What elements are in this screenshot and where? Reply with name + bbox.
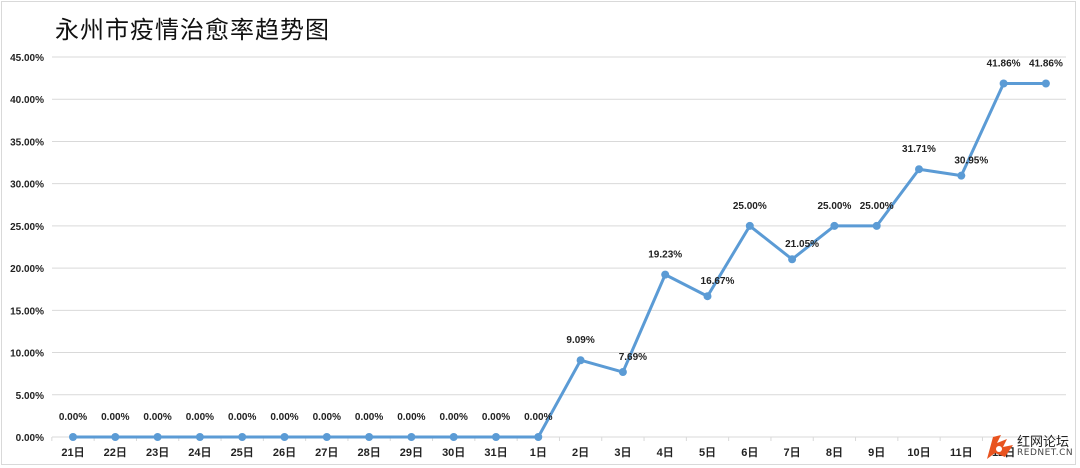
x-tick-label: 28日 xyxy=(357,446,380,459)
data-point xyxy=(872,221,881,230)
series-line xyxy=(69,79,1050,441)
data-point xyxy=(534,433,543,441)
data-label: 30.95% xyxy=(954,156,988,167)
data-point xyxy=(449,433,458,441)
x-tick-label: 11日 xyxy=(950,446,973,459)
x-tick-label: 29日 xyxy=(400,446,423,459)
x-tick-label: 9日 xyxy=(868,446,885,459)
data-label: 0.00% xyxy=(313,412,341,423)
data-point xyxy=(365,433,374,441)
x-tick-label: 3日 xyxy=(614,446,631,459)
gridlines xyxy=(52,56,1066,438)
chart-title: 永州市疫情治愈率趋势图 xyxy=(55,16,330,44)
data-label: 25.00% xyxy=(860,201,894,212)
data-label: 0.00% xyxy=(143,412,171,423)
data-label: 16.67% xyxy=(701,276,735,287)
data-point xyxy=(1041,79,1050,88)
y-axis: 0.00% 5.00% 10.00% 15.00% 20.00% 25.00% 30.00%… xyxy=(10,53,44,444)
x-tick-label: 30日 xyxy=(442,446,465,459)
y-tick-label: 15.00% xyxy=(10,306,44,317)
data-point xyxy=(576,356,585,365)
watermark-en: REDNET.CN xyxy=(1017,448,1074,458)
y-tick-label: 40.00% xyxy=(10,95,44,106)
y-tick-label: 10.00% xyxy=(10,349,44,360)
data-point xyxy=(322,433,331,441)
x-tick-label: 8日 xyxy=(826,446,843,459)
data-point xyxy=(661,270,670,279)
data-point xyxy=(745,221,754,230)
data-label: 0.00% xyxy=(186,412,214,423)
data-point xyxy=(238,433,247,441)
data-point xyxy=(618,368,627,377)
data-label: 41.86% xyxy=(987,59,1021,70)
data-point xyxy=(111,433,120,441)
data-label: 0.00% xyxy=(524,412,552,423)
x-tick-label: 1日 xyxy=(530,446,547,459)
data-label: 19.23% xyxy=(648,250,682,261)
data-point xyxy=(788,255,797,264)
y-tick-label: 0.00% xyxy=(16,433,44,444)
data-label: 0.00% xyxy=(482,412,510,423)
watermark-cn: 红网论坛 xyxy=(1017,435,1070,450)
x-tick-label: 31日 xyxy=(484,446,507,459)
data-point xyxy=(830,221,839,230)
data-point xyxy=(915,165,923,174)
data-label: 25.00% xyxy=(817,201,851,212)
data-label: 0.00% xyxy=(355,412,383,423)
x-axis: 21日 22日 23日 24日 25日 26日 27日 28日 29日 30日 31日 1日 2日 3日 4… xyxy=(51,437,1068,459)
data-label: 0.00% xyxy=(101,412,129,423)
y-tick-label: 30.00% xyxy=(10,180,44,191)
x-tick-label: 10日 xyxy=(907,446,930,459)
data-point xyxy=(999,79,1008,88)
data-label: 31.71% xyxy=(902,144,936,155)
data-point xyxy=(153,433,162,441)
x-tick-label: 7日 xyxy=(784,446,801,459)
x-tick-label: 22日 xyxy=(104,446,127,459)
rednet-watermark: 红网论坛 REDNET.CN xyxy=(985,430,1077,464)
x-tick-label: 27日 xyxy=(315,446,338,459)
x-tick-label: 6日 xyxy=(741,446,758,459)
data-point xyxy=(69,433,77,441)
data-label: 21.05% xyxy=(785,239,819,250)
data-point xyxy=(195,433,204,441)
y-tick-label: 20.00% xyxy=(10,264,44,275)
data-label: 25.00% xyxy=(733,201,767,212)
data-label: 0.00% xyxy=(59,412,87,423)
data-point xyxy=(957,171,966,180)
data-point xyxy=(407,433,416,441)
x-tick-label: 21日 xyxy=(61,446,84,459)
x-tick-label: 5日 xyxy=(699,446,716,459)
x-tick-label: 4日 xyxy=(657,446,674,459)
data-label: 0.00% xyxy=(440,412,468,423)
data-point xyxy=(703,292,712,301)
data-labels: 0.00% 0.00% 0.00% 0.00% 0.00% 0.00% 0.00% 0.00%… xyxy=(59,59,1063,423)
data-point xyxy=(492,433,500,441)
series-path xyxy=(73,82,1046,439)
y-tick-label: 35.00% xyxy=(10,137,44,148)
rednet-logo-icon xyxy=(985,433,1015,461)
data-label: 41.86% xyxy=(1029,59,1063,70)
x-tick-label: 25日 xyxy=(231,446,254,459)
data-label: 9.09% xyxy=(566,335,594,346)
x-tick-label: 24日 xyxy=(188,446,211,459)
data-label: 7.69% xyxy=(619,352,647,363)
x-tick-label: 23日 xyxy=(146,446,169,459)
y-tick-label: 5.00% xyxy=(16,391,44,402)
data-label: 0.00% xyxy=(397,412,425,423)
data-label: 0.00% xyxy=(228,412,256,423)
y-tick-label: 45.00% xyxy=(10,53,44,64)
y-tick-label: 25.00% xyxy=(10,222,44,233)
data-label: 0.00% xyxy=(270,412,298,423)
x-tick-label: 2日 xyxy=(572,446,589,459)
x-tick-label: 26日 xyxy=(273,446,296,459)
data-point xyxy=(280,433,289,441)
